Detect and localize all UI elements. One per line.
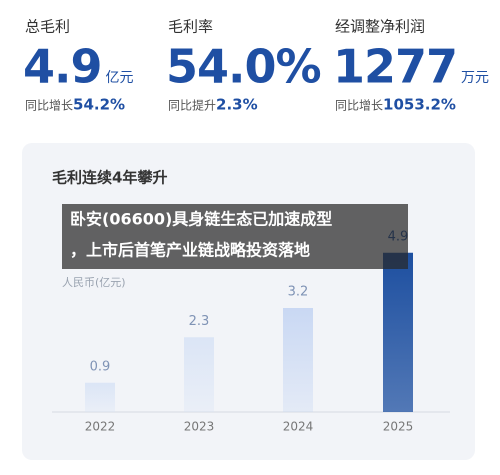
caption-box	[62, 204, 408, 269]
kpi-unit: 亿元	[106, 70, 134, 86]
caption-line: ，上市后首笔产业链战略投资落地	[70, 241, 310, 260]
bar	[383, 252, 413, 412]
x-tick-label: 2023	[184, 420, 215, 434]
bar	[85, 382, 115, 412]
kpi-label: 毛利率	[168, 18, 213, 36]
kpi-sub-label: 同比增长	[25, 99, 73, 113]
kpi-unit: 万元	[461, 70, 489, 86]
x-tick-label: 2022	[85, 420, 116, 434]
kpi-sub-label: 同比提升	[168, 98, 216, 113]
kpi-value: 1277	[333, 40, 457, 94]
x-tick-label: 2025	[383, 420, 414, 434]
kpi-sub-value: 2.3%	[216, 96, 258, 114]
kpi-sub-label: 同比增长	[335, 99, 383, 113]
chart-title: 毛利连续4年攀升	[52, 169, 167, 187]
bar	[184, 337, 214, 412]
caption-line: 卧安(06600)具身链生态已加速成型	[70, 210, 332, 229]
x-tick-label: 2024	[283, 420, 314, 434]
bar	[283, 308, 313, 412]
kpi-label: 经调整净利润	[335, 18, 425, 36]
kpi-label: 总毛利	[25, 18, 70, 36]
kpi-value: 54.0%	[166, 40, 321, 94]
unit-label: 人民币(亿元)	[62, 276, 126, 289]
kpi-value: 4.9	[23, 40, 102, 94]
kpi-sub-value: 1053.2%	[383, 96, 456, 114]
value-label: 0.9	[90, 359, 111, 374]
kpi-sub-value: 54.2%	[73, 96, 125, 114]
value-label: 3.2	[288, 285, 309, 300]
value-label: 2.3	[189, 314, 210, 329]
